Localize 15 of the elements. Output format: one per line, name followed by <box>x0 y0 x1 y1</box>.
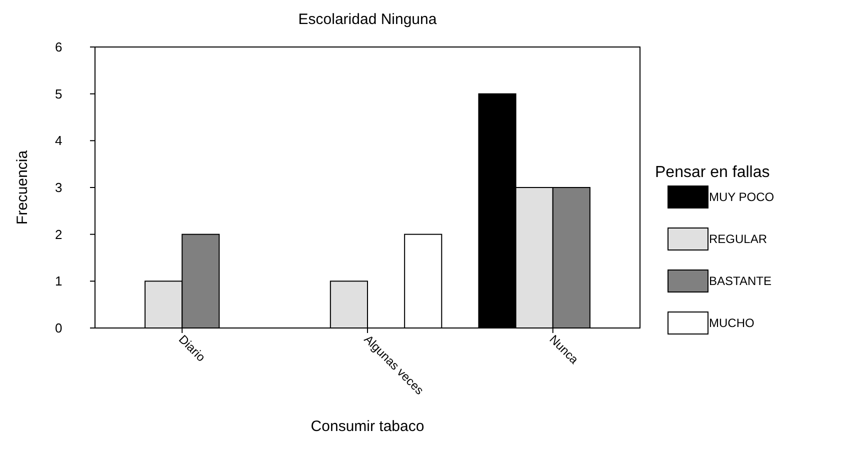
y-tick-label: 5 <box>55 86 62 102</box>
y-axis-title: Frecuencia <box>14 150 31 225</box>
y-tick-label: 0 <box>55 320 62 336</box>
legend-title: Pensar en fallas <box>655 164 770 181</box>
y-tick-label: 2 <box>55 226 62 242</box>
y-tick-label: 3 <box>55 180 62 196</box>
legend-label: MUY POCO <box>709 190 774 204</box>
chart-title: Escolaridad Ninguna <box>298 11 438 28</box>
legend-label: MUCHO <box>709 316 754 330</box>
y-tick-label: 6 <box>55 40 62 55</box>
legend-label: BASTANTE <box>709 274 772 288</box>
y-tick-label: 4 <box>55 133 62 148</box>
x-axis-title: Consumir tabaco <box>310 418 424 435</box>
y-tick-label: 1 <box>55 274 62 289</box>
legend-label: REGULAR <box>709 232 768 246</box>
